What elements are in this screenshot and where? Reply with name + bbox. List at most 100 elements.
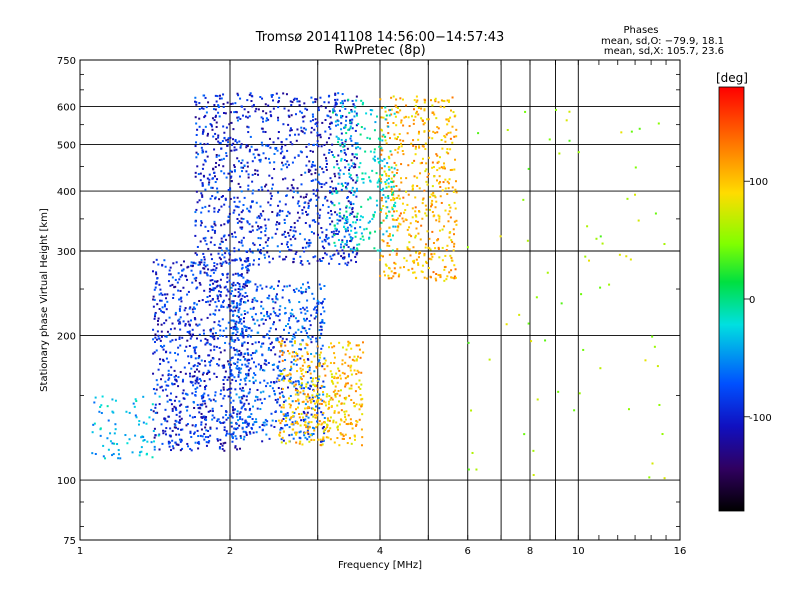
data-point <box>361 216 364 219</box>
data-point <box>155 281 158 284</box>
data-point <box>278 214 281 217</box>
data-point <box>400 163 403 166</box>
data-point <box>425 261 428 264</box>
data-point <box>381 239 384 242</box>
data-point <box>196 128 199 131</box>
data-point <box>175 409 178 412</box>
data-point <box>279 373 282 376</box>
data-point <box>211 410 214 413</box>
data-point <box>295 408 298 411</box>
data-point <box>119 457 122 460</box>
data-point <box>396 151 399 154</box>
data-point <box>349 174 352 177</box>
data-point <box>253 243 256 246</box>
data-point <box>226 288 229 291</box>
data-point <box>336 213 339 216</box>
data-point <box>291 382 294 385</box>
data-point <box>353 105 356 108</box>
data-point <box>396 248 399 251</box>
data-point <box>315 189 318 192</box>
data-point <box>170 403 173 406</box>
data-point <box>214 175 217 178</box>
data-point <box>341 105 344 108</box>
data-point <box>630 130 633 133</box>
data-point <box>658 403 661 406</box>
data-point <box>319 287 322 290</box>
data-point <box>246 365 249 368</box>
data-point <box>239 145 242 148</box>
data-point <box>273 363 276 366</box>
data-point <box>344 107 347 110</box>
data-point <box>312 115 315 118</box>
data-point <box>277 100 280 103</box>
data-point <box>308 369 311 372</box>
data-point <box>305 155 308 158</box>
data-point <box>276 214 279 217</box>
data-point <box>423 130 426 133</box>
data-point <box>246 250 249 253</box>
data-point <box>432 271 435 274</box>
data-point <box>242 320 245 323</box>
data-point <box>438 167 441 170</box>
data-point <box>385 186 388 189</box>
data-point <box>418 251 421 254</box>
data-point <box>337 154 340 157</box>
data-point <box>231 416 234 419</box>
data-point <box>352 103 355 106</box>
data-point <box>327 400 330 403</box>
data-point <box>288 403 291 406</box>
data-point <box>248 223 251 226</box>
data-point <box>310 165 313 168</box>
data-point <box>336 233 339 236</box>
data-point <box>236 221 239 224</box>
data-point <box>187 290 190 293</box>
data-point <box>335 249 338 252</box>
data-point <box>393 161 396 164</box>
data-point <box>396 135 399 138</box>
data-point <box>178 400 181 403</box>
data-point <box>193 370 196 373</box>
data-point <box>298 436 301 439</box>
data-point <box>341 239 344 242</box>
data-point <box>209 434 212 437</box>
data-point <box>195 276 198 279</box>
data-point <box>279 428 282 431</box>
data-point <box>203 116 206 119</box>
data-point <box>343 214 346 217</box>
data-point <box>588 259 591 262</box>
data-point <box>393 133 396 136</box>
data-point <box>234 205 237 208</box>
data-point <box>247 415 250 418</box>
data-point <box>240 318 243 321</box>
data-point <box>324 195 327 198</box>
data-point <box>234 236 237 239</box>
data-point <box>278 434 281 437</box>
data-point <box>355 187 358 190</box>
data-point <box>168 273 171 276</box>
data-point <box>209 300 212 303</box>
data-point <box>222 442 225 445</box>
x-tick-label: 2 <box>227 546 233 557</box>
data-point <box>316 259 319 262</box>
data-point <box>297 393 300 396</box>
data-point <box>385 212 388 215</box>
data-point <box>281 349 284 352</box>
data-point <box>433 113 436 116</box>
data-point <box>161 264 164 267</box>
data-point <box>340 402 343 405</box>
data-point <box>299 195 302 198</box>
data-point <box>427 246 430 249</box>
data-point <box>262 369 265 372</box>
data-point <box>355 419 358 422</box>
data-point <box>309 372 312 375</box>
data-point <box>250 329 253 332</box>
data-point <box>239 435 242 438</box>
data-point <box>202 130 205 133</box>
data-point <box>450 256 453 259</box>
data-point <box>331 192 334 195</box>
data-point <box>222 235 225 238</box>
data-point <box>420 270 423 273</box>
data-point <box>192 333 195 336</box>
data-point <box>204 418 207 421</box>
data-point <box>405 190 408 193</box>
